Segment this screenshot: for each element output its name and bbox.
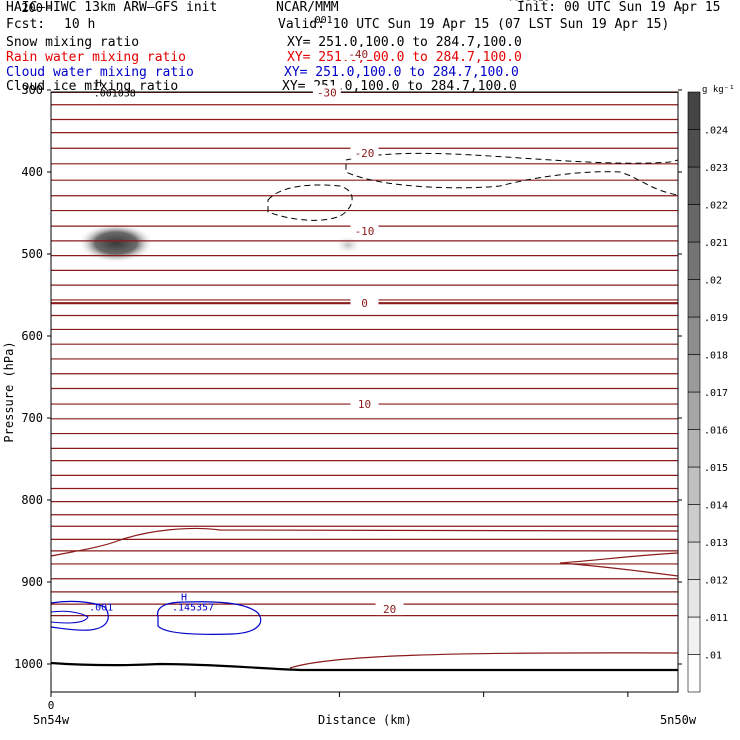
- colorbar-level-label: .011: [704, 613, 728, 624]
- contour-label-bg: [350, 296, 379, 310]
- isotherm-label: 10: [358, 398, 371, 411]
- cloud-water-max-value: .145357: [172, 603, 214, 614]
- isotherm-label: 0: [361, 297, 368, 310]
- field-xy-cloud-ice: XY= 251.0,100.0 to 284.7,100.0: [282, 79, 517, 94]
- isotherm-label: -20: [355, 147, 375, 160]
- cloud-water-contour: [51, 610, 89, 624]
- contour-label-bg: [350, 224, 379, 238]
- colorbar-level-label: .022: [704, 201, 728, 212]
- y-tick-label: 200: [21, 1, 43, 15]
- cloud-water-contour: [51, 600, 109, 631]
- colorbar-level-label: .021: [704, 238, 728, 249]
- isotherm-wedge: [559, 552, 678, 577]
- y-tick-label: 700: [21, 411, 43, 425]
- isotherm-label: -40: [348, 48, 368, 61]
- colorbar-level-label: .012: [704, 576, 728, 587]
- snow-max-value: .001038: [94, 88, 136, 99]
- isotherm-low-line: [289, 652, 678, 669]
- colorbar-level-label: .014: [704, 501, 728, 512]
- snow-maximum-shade: [78, 223, 154, 263]
- field-name-snow: Snow mixing ratio: [6, 35, 140, 50]
- field-xy-snow: XY= 251.0,100.0 to 284.7,100.0: [287, 35, 522, 50]
- y-tick-label: 500: [21, 247, 43, 261]
- plot-frame: [50, 91, 679, 693]
- x-axis-label: Distance (km): [318, 713, 412, 727]
- field-name-rain: Rain water mixing ratio: [6, 50, 187, 65]
- cloud-ice-contour: [267, 184, 353, 221]
- colorbar-level-label: .01: [704, 651, 722, 662]
- colorbar-level-label: .018: [704, 351, 728, 362]
- x-origin-label: 0: [48, 699, 55, 712]
- colorbar-level-label: .023: [704, 163, 728, 174]
- isotherm-label: -30: [317, 86, 337, 99]
- snow-small-shade: [334, 235, 362, 255]
- colorbar-swatch: [687, 616, 701, 655]
- isotherm-label: -10: [355, 225, 375, 238]
- contour-label-bg: [350, 146, 379, 160]
- colorbar-swatch: [687, 654, 701, 693]
- colorbar-level-label: .016: [704, 426, 728, 437]
- colorbar-swatch: [687, 129, 701, 168]
- y-tick-label: 800: [21, 493, 43, 507]
- cloud-water-label: .001: [89, 603, 113, 614]
- colorbar-swatch: [687, 579, 701, 618]
- field-name-cloud-water: Cloud water mixing ratio: [6, 65, 194, 80]
- colorbar-level-label: .024: [704, 126, 728, 137]
- fcst-label: Fcst:: [6, 17, 46, 32]
- terrain-line: [51, 661, 678, 672]
- y-tick-label: 400: [21, 165, 43, 179]
- y-tick-label: 300: [21, 83, 43, 97]
- colorbar-level-label: .013: [704, 538, 728, 549]
- colorbar-swatch: [687, 466, 701, 505]
- colorbar-swatch: [687, 204, 701, 243]
- contour-label-bg: [350, 397, 379, 411]
- field-name-cloud-ice: Cloud ice mixing ratio: [6, 79, 179, 94]
- field-xy-cloud-water: XY= 251.0,100.0 to 284.7,100.0: [284, 65, 519, 80]
- high-marker: H: [181, 593, 187, 604]
- colorbar-swatch: [687, 279, 701, 318]
- contour-label-bg: [375, 602, 404, 616]
- colorbar-swatch: [687, 541, 701, 580]
- colorbar-level-label: .02: [704, 276, 722, 287]
- org-label: NCAR/MMM: [276, 0, 339, 15]
- colorbar-level-label: .019: [704, 313, 728, 324]
- fcst-value: 10 h: [64, 17, 96, 32]
- high-marker: H: [96, 78, 102, 89]
- x-left-label: 5n54w: [33, 713, 70, 727]
- colorbar-swatch: [687, 241, 701, 280]
- colorbar-swatch: [687, 166, 701, 205]
- colorbar-unit: g kg⁻¹: [702, 85, 735, 95]
- y-tick-label: 1000: [14, 657, 43, 671]
- init-time: Init: 00 UTC Sun 19 Apr 15: [517, 0, 721, 15]
- colorbar-level-label: .015: [704, 463, 728, 474]
- y-tick-label: 900: [21, 575, 43, 589]
- isotherm-label: 20: [383, 603, 396, 616]
- cloud-ice-contour: [345, 152, 678, 196]
- model-title: HAIC–HIWC 13km ARW–GFS init: [6, 0, 218, 15]
- cloud-water-contour: [157, 601, 262, 635]
- valid-time: Valid: 10 UTC Sun 19 Apr 15 (07 LST Sun …: [278, 17, 670, 32]
- cloud-ice-max-value: .003816: [508, 0, 550, 4]
- colorbar-swatch: [687, 354, 701, 393]
- y-axis-label: Pressure (hPa): [2, 341, 16, 442]
- colorbar-swatch: [687, 391, 701, 430]
- y-tick-label: 600: [21, 329, 43, 343]
- isotherm-bulge: [51, 527, 678, 557]
- colorbar-swatch: [687, 91, 701, 130]
- colorbar-swatch: [687, 504, 701, 543]
- contour-label-bg: [344, 46, 373, 60]
- colorbar-swatch: [687, 316, 701, 355]
- colorbar-swatch: [687, 429, 701, 468]
- colorbar-level-label: .017: [704, 388, 728, 399]
- x-right-label: 5n50w: [660, 713, 697, 727]
- cloud-ice-label: .001: [309, 15, 333, 26]
- contour-label-bg: [312, 85, 341, 99]
